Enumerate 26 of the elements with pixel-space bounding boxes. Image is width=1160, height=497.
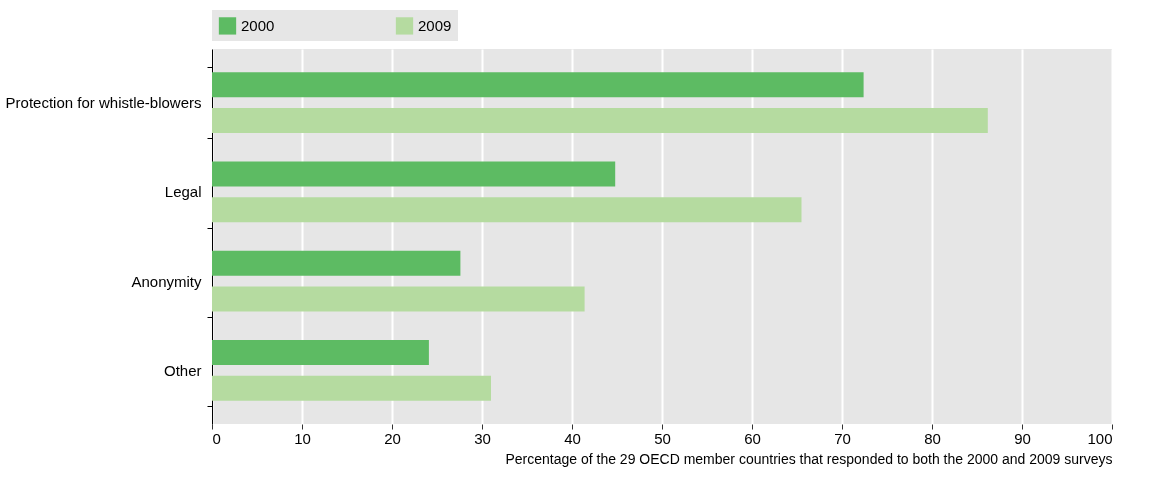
x-tick-label: 10 [294,429,311,447]
x-tick-label: 60 [744,429,761,447]
bar [212,107,988,133]
x-tick-label: 20 [384,429,401,447]
bar [212,286,585,312]
x-tick-label: 40 [564,429,581,447]
bar [212,72,864,98]
bar [212,161,616,187]
y-tick-label: Protection for whistle-blowers [5,94,202,112]
y-tick-label: Legal [164,183,202,201]
x-tick-label: 30 [474,429,491,447]
bar [212,197,802,223]
bar [212,340,429,366]
x-tick-label: 50 [654,429,671,447]
legend-label: 2009 [418,16,452,34]
x-tick-label: 0 [212,429,221,447]
bar [212,375,491,401]
bar [212,250,461,276]
x-tick-label: 70 [834,429,851,447]
x-tick-label: 100 [1087,429,1113,447]
x-axis-title: Percentage of the 29 OECD member countries that responded to both the 2000 and 2009 surveys [505,450,1113,467]
x-tick-label: 80 [924,429,941,447]
y-tick-label: Other [163,361,202,379]
x-tick-label: 90 [1014,429,1031,447]
y-tick-label: Anonymity [131,272,202,290]
legend-label: 2000 [241,16,275,34]
